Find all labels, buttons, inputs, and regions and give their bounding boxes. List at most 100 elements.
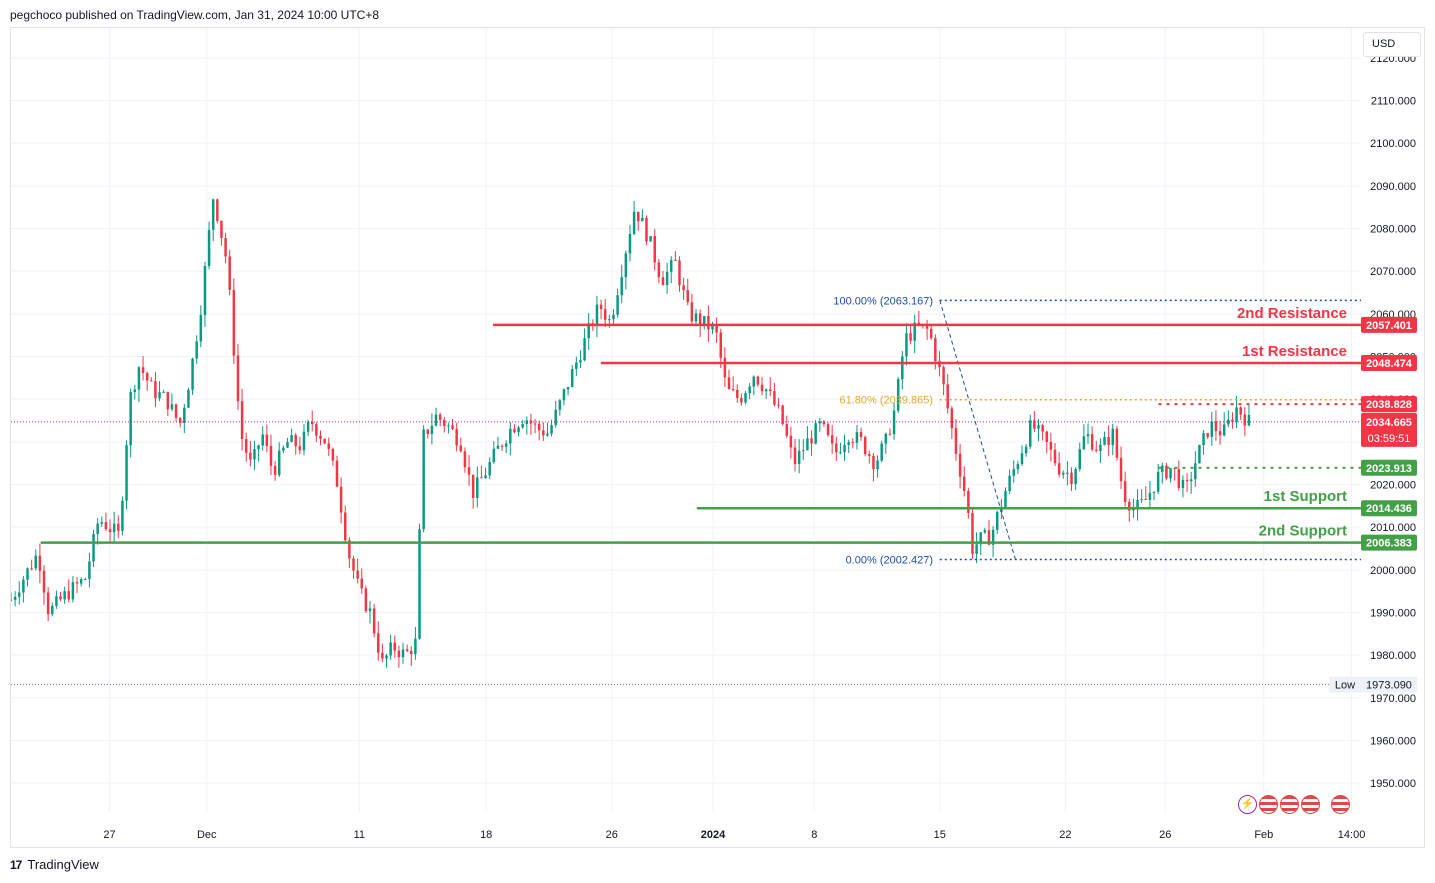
candle-body	[1123, 481, 1127, 502]
candle-body	[372, 608, 376, 634]
candle-body	[1041, 425, 1044, 432]
candle-body	[286, 441, 289, 448]
candle-body	[389, 642, 392, 656]
candle-body	[1177, 469, 1181, 489]
candle-body	[537, 423, 541, 431]
candle-body	[224, 237, 227, 257]
candle-body	[1016, 464, 1020, 470]
candle-body	[393, 642, 397, 651]
candle-body	[108, 529, 112, 533]
candle-body	[929, 328, 933, 339]
candle-body	[1037, 425, 1040, 429]
us-flag-event-icon[interactable]	[1301, 795, 1320, 814]
candle-body	[1235, 407, 1238, 422]
candle-body	[806, 438, 809, 451]
candle-body	[42, 570, 46, 593]
candle-body	[1222, 424, 1226, 436]
candle-body	[112, 523, 116, 533]
candle-body	[678, 260, 681, 286]
candle-body	[249, 452, 252, 460]
candle-body	[715, 324, 718, 333]
candle-body	[603, 309, 607, 320]
candle-body	[1165, 465, 1168, 479]
candle-body	[1181, 479, 1185, 489]
candle-body	[562, 389, 566, 401]
candle-body	[191, 358, 194, 390]
candle-body	[958, 453, 962, 477]
chart-frame[interactable]: 27 Dec 11 18 26 2024 8 15 22 26 Feb 14:00 2120.000 21…	[10, 27, 1425, 848]
low-tag-text: Low	[1335, 680, 1355, 692]
candle-body	[810, 438, 813, 444]
candle-body	[79, 579, 83, 584]
candle-body	[410, 650, 413, 655]
candle-body	[100, 522, 104, 524]
candle-body	[579, 360, 582, 363]
candle-body	[513, 428, 516, 433]
candle-body	[240, 401, 244, 440]
us-flag-event-icon[interactable]	[1331, 795, 1350, 814]
candle-body	[558, 400, 562, 410]
candle-body	[1144, 498, 1148, 500]
candle-body	[327, 443, 330, 449]
candle-body	[521, 424, 524, 428]
resistance-price-badge	[1361, 355, 1417, 372]
y-tick-label: 2010.000	[1370, 522, 1416, 534]
candle-body	[459, 445, 463, 452]
candle-body	[901, 356, 904, 380]
currency-selector[interactable]: USD	[1363, 32, 1421, 57]
candle-body	[1004, 490, 1007, 507]
resistance-price-badge	[1361, 396, 1417, 413]
resistance-label: 1st Resistance	[1242, 343, 1347, 360]
price-chart[interactable]: 27 Dec 11 18 26 2024 8 15 22 26 Feb 14:002120.00021…	[11, 28, 1426, 849]
candle-body	[315, 424, 318, 436]
tradingview-logo-icon: 17	[10, 857, 22, 872]
candle-body	[769, 389, 772, 392]
candle-body	[995, 511, 999, 530]
candle-body	[75, 582, 79, 584]
support-price-badge	[1361, 500, 1417, 517]
candle-body	[261, 434, 264, 446]
resistance-price-badge-text: 2038.828	[1366, 399, 1412, 411]
candle-body	[360, 578, 363, 589]
candle-body	[628, 234, 632, 254]
fib-label: 0.00% (2002.427)	[846, 554, 933, 566]
candle-body	[480, 477, 483, 479]
candle-body	[207, 229, 211, 267]
candle-body	[154, 381, 157, 399]
y-tick-label: 2090.000	[1370, 181, 1416, 193]
candle-body	[30, 568, 33, 570]
candle-body	[434, 414, 438, 426]
resistance-price-badge-text: 2057.401	[1366, 320, 1412, 332]
candle-body	[744, 393, 747, 403]
candle-body	[847, 442, 850, 445]
candle-body	[323, 438, 326, 444]
candle-body	[925, 324, 929, 329]
candle-body	[740, 397, 743, 403]
candle-body	[971, 512, 974, 554]
candle-body	[620, 277, 623, 296]
candle-body	[228, 256, 231, 290]
candle-body	[174, 404, 178, 418]
candle-body	[463, 451, 467, 468]
y-tick-label: 1990.000	[1370, 607, 1416, 619]
x-tick-label: 11	[354, 829, 365, 841]
candle-body	[1012, 469, 1015, 476]
us-flag-event-icon[interactable]	[1259, 795, 1278, 814]
lightning-event-icon[interactable]: ⚡	[1238, 795, 1257, 814]
candle-body	[686, 290, 689, 303]
candle-body	[125, 445, 128, 501]
candle-body	[797, 450, 801, 465]
support-label: 2nd Support	[1259, 523, 1347, 540]
candle-body	[1210, 421, 1214, 437]
us-flag-event-icon[interactable]	[1280, 795, 1299, 814]
x-tick-label: 2024	[701, 829, 726, 841]
candle-body	[306, 421, 310, 432]
candle-body	[991, 529, 995, 545]
candle-body	[645, 217, 648, 242]
y-tick-label: 2070.000	[1370, 266, 1416, 278]
resistance-label: 2nd Resistance	[1237, 305, 1347, 322]
candle-body	[942, 367, 945, 385]
candle-body	[451, 425, 454, 429]
current-price-badge	[1361, 412, 1417, 447]
candle-body	[859, 432, 863, 438]
